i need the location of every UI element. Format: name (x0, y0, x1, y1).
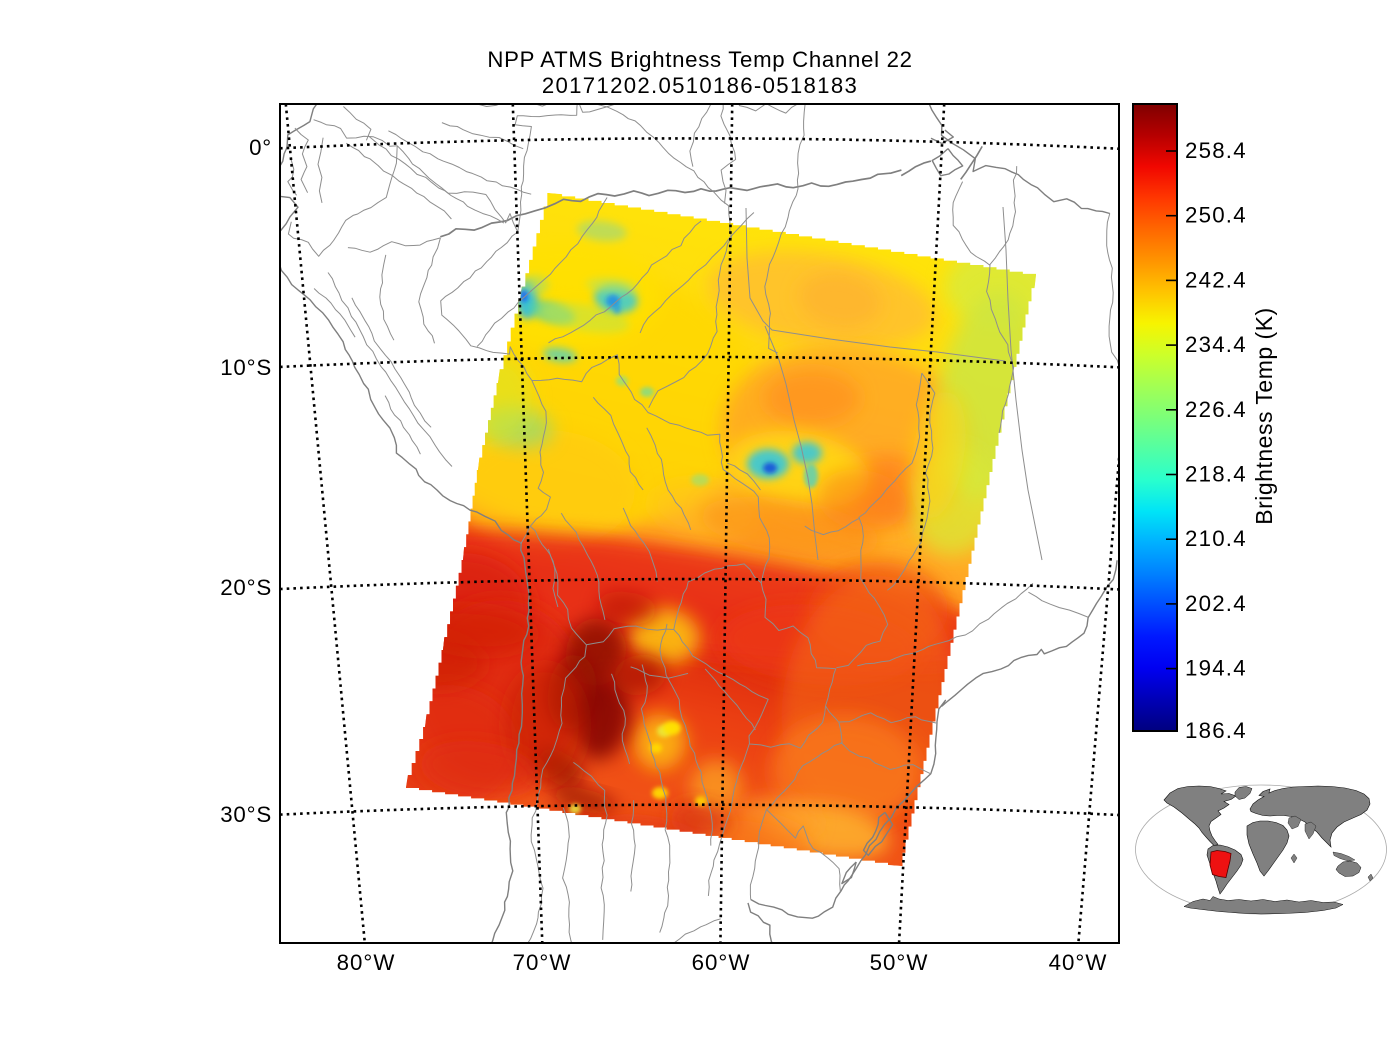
svg-text:186.4: 186.4 (1185, 718, 1247, 743)
svg-text:50°W: 50°W (870, 950, 929, 975)
svg-text:40°W: 40°W (1049, 950, 1108, 975)
svg-text:60°W: 60°W (692, 950, 751, 975)
svg-text:202.4: 202.4 (1185, 591, 1247, 616)
svg-text:NPP ATMS Brightness Temp Chann: NPP ATMS Brightness Temp Channel 22 (487, 47, 912, 72)
svg-text:30°S: 30°S (220, 802, 272, 827)
svg-text:10°S: 10°S (220, 355, 272, 380)
svg-text:242.4: 242.4 (1185, 267, 1247, 292)
svg-text:250.4: 250.4 (1185, 203, 1247, 228)
svg-text:80°W: 80°W (337, 950, 396, 975)
svg-text:194.4: 194.4 (1185, 656, 1247, 681)
svg-text:20171202.0510186-0518183: 20171202.0510186-0518183 (542, 73, 858, 98)
svg-text:218.4: 218.4 (1185, 462, 1247, 487)
svg-text:70°W: 70°W (513, 950, 572, 975)
svg-text:Brightness Temp (K): Brightness Temp (K) (1251, 307, 1277, 524)
svg-text:20°S: 20°S (220, 575, 272, 600)
svg-text:258.4: 258.4 (1185, 138, 1247, 163)
svg-text:226.4: 226.4 (1185, 397, 1247, 422)
svg-text:0°: 0° (249, 135, 272, 160)
svg-text:210.4: 210.4 (1185, 526, 1247, 551)
svg-text:234.4: 234.4 (1185, 332, 1247, 357)
